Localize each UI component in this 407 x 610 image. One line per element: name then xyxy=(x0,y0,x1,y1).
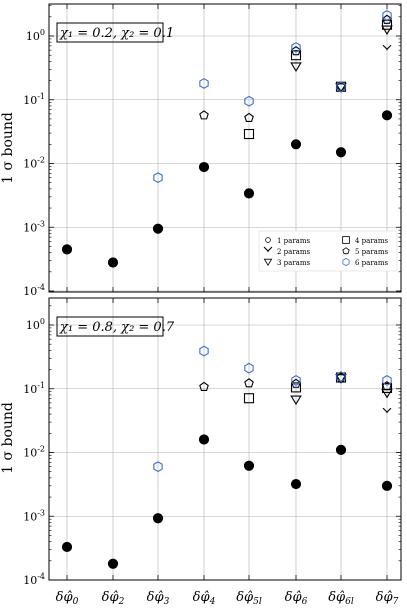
x-tick-label: δφ̂6l xyxy=(328,590,354,607)
data-point-filled_circle xyxy=(152,513,164,524)
data-point-filled_circle xyxy=(107,257,119,268)
data-point-triangle_down xyxy=(290,62,302,72)
data-point-pentagon xyxy=(199,381,209,391)
data-point-filled_circle xyxy=(61,541,73,553)
legend: 1 params 2 params 3 params 4 params 5 params… xyxy=(258,230,398,272)
y-tick-label: 10-4 xyxy=(23,283,45,298)
legend-box xyxy=(258,230,398,272)
y-tick-label: 10-1 xyxy=(23,381,45,396)
legend-label: 5 params xyxy=(355,248,388,256)
data-point-pentagon xyxy=(244,112,254,122)
legend-marker-circle xyxy=(265,237,271,243)
y-tick-label: 10-1 xyxy=(23,92,45,107)
data-point-hexagon xyxy=(244,95,254,107)
x-tick-label: δφ̂3 xyxy=(147,590,170,607)
data-point-triangle_down xyxy=(290,395,302,406)
plot-frame xyxy=(48,297,402,581)
x-tick-label: δφ̂4 xyxy=(193,590,216,607)
data-point-hexagon xyxy=(291,375,301,386)
data-point-hexagon xyxy=(199,345,209,357)
data-point-hexagon xyxy=(244,362,254,374)
data-point-hexagon xyxy=(336,371,346,383)
annotation-box xyxy=(56,316,164,337)
panel-bottom: 100 10-1 10-2 10-3 10-4 χ₁ = 0.8, χ₂ = 0.7 xyxy=(23,297,402,587)
panel-top: 100 10-1 10-2 10-3 10-4 χ₁ = 0.2, χ₂ = 0.1 1 p… xyxy=(23,3,402,298)
y-tick-label: 10-2 xyxy=(23,156,45,171)
legend-marker-triangle_down xyxy=(263,258,273,266)
data-point-hexagon xyxy=(199,78,209,89)
legend-marker-pentagon xyxy=(342,247,350,255)
data-point-hexagon xyxy=(291,42,301,53)
data-point-filled_circle xyxy=(290,139,302,150)
data-point-filled_circle xyxy=(198,161,210,173)
data-point-pentagon xyxy=(244,378,254,388)
legend-label: 1 params xyxy=(277,237,310,245)
x-tick-label: δφ̂6 xyxy=(285,590,308,607)
legend-label: 3 params xyxy=(277,259,310,267)
data-point-triangle_down xyxy=(335,374,347,384)
data-point-filled_circle xyxy=(243,460,255,471)
data-point-filled_circle xyxy=(198,434,210,445)
annotation-box xyxy=(56,22,164,43)
plot-area xyxy=(49,298,401,580)
legend-label: 6 params xyxy=(355,259,388,267)
y-tick-label: 10-2 xyxy=(23,445,45,460)
plot-frame xyxy=(48,3,402,293)
data-point-hexagon xyxy=(382,10,392,21)
data-point-square xyxy=(290,50,302,61)
data-point-square xyxy=(381,382,393,393)
data-point-tri_down xyxy=(382,407,392,414)
y-tick-label: 100 xyxy=(26,317,45,332)
legend-marker-hexagon xyxy=(342,257,350,267)
data-point-pentagon xyxy=(336,81,346,91)
data-point-square xyxy=(243,128,255,140)
data-point-filled_circle xyxy=(381,480,393,491)
data-point-triangle_down xyxy=(381,25,393,36)
data-point-filled_circle xyxy=(243,188,255,199)
y-axis-label: 1 σ bound xyxy=(0,112,16,184)
panel-annotation: χ₁ = 0.2, χ₂ = 0.1 xyxy=(56,22,174,43)
legend-marker-tri_down xyxy=(263,246,273,252)
data-point-triangle_down xyxy=(335,83,347,93)
x-axis-tick-labels: δφ̂0 δφ̂2 δφ̂3 δφ̂4 δφ̂5l δφ̂6 δφ̂6l δφ̂7 xyxy=(56,590,399,607)
data-point-filled_circle xyxy=(335,444,347,455)
y-tick-label: 10-3 xyxy=(23,219,45,234)
y-axis-label: 1 σ bound xyxy=(0,402,16,474)
data-point-pentagon xyxy=(291,45,301,56)
data-point-filled_circle xyxy=(61,244,73,255)
annotation-text: χ₁ = 0.2, χ₂ = 0.1 xyxy=(59,26,174,41)
data-point-filled_circle xyxy=(107,558,119,569)
x-tick-label: δφ̂7 xyxy=(376,590,399,607)
data-point-tri_down xyxy=(382,44,392,51)
data-point-hexagon xyxy=(153,461,163,473)
x-tick-label: δφ̂0 xyxy=(56,590,79,607)
data-point-filled_circle xyxy=(290,478,302,490)
data-point-pentagon xyxy=(382,381,392,391)
legend-label: 2 params xyxy=(277,248,310,256)
data-point-filled_circle xyxy=(381,110,393,121)
x-tick-label: δφ̂5l xyxy=(236,590,262,607)
y-tick-label: 10-4 xyxy=(23,572,45,587)
x-tick-label: δφ̂2 xyxy=(102,590,125,607)
data-point-square xyxy=(290,382,302,393)
panel-annotation: χ₁ = 0.8, χ₂ = 0.7 xyxy=(56,316,175,337)
data-point-filled_circle xyxy=(335,147,347,158)
data-point-pentagon xyxy=(199,110,209,120)
data-point-square xyxy=(243,393,255,404)
y-axis-labels: 1 σ bound 1 σ bound xyxy=(0,112,16,474)
legend-label: 4 params xyxy=(355,237,388,245)
data-point-hexagon xyxy=(336,81,346,93)
data-point-pentagon xyxy=(291,378,301,388)
y-tick-label: 10-3 xyxy=(23,508,45,523)
data-point-filled_circle xyxy=(152,223,164,234)
annotation-text: χ₁ = 0.8, χ₂ = 0.7 xyxy=(59,320,175,335)
data-point-hexagon xyxy=(153,172,163,184)
y-tick-label: 100 xyxy=(26,28,45,43)
data-point-hexagon xyxy=(382,375,392,386)
legend-marker-square xyxy=(342,236,350,244)
